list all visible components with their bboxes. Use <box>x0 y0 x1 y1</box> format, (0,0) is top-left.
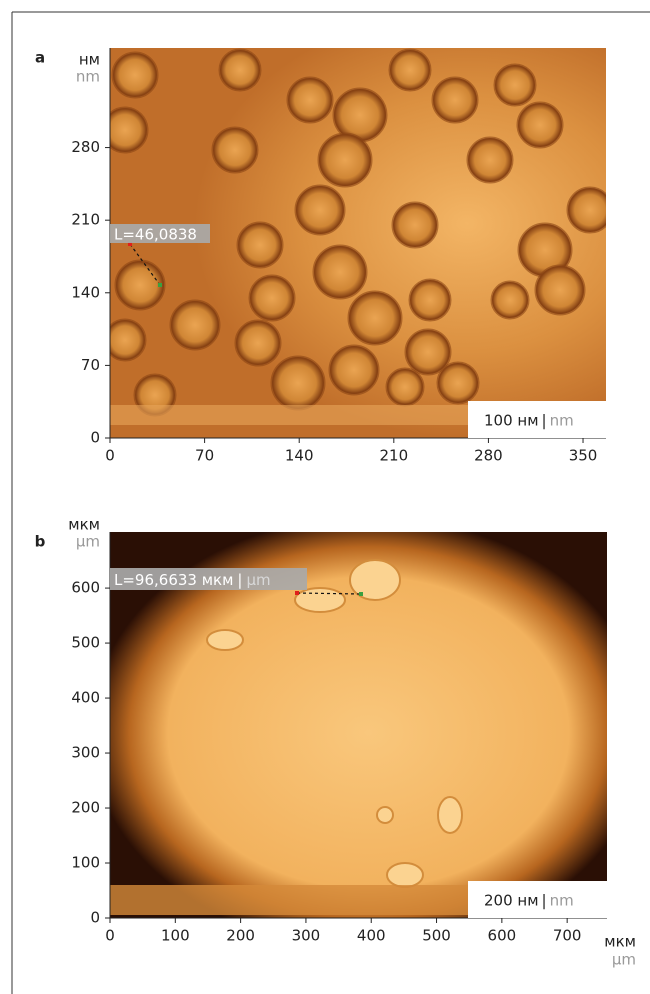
particle <box>169 299 221 351</box>
measure-label: L=96,6633 мкм | µm <box>114 571 271 589</box>
measure-label-box <box>110 568 307 590</box>
particle <box>317 132 373 188</box>
panel-label: a <box>35 49 45 67</box>
scale-bar-part: 100 нм <box>484 411 539 429</box>
particle <box>388 48 432 92</box>
x-tick-label: 140 <box>285 447 314 465</box>
particle <box>404 328 452 376</box>
y-tick-label: 300 <box>71 744 100 762</box>
particle <box>431 76 479 124</box>
y-tick-label: 0 <box>90 429 100 447</box>
measure-start <box>128 242 132 246</box>
feature <box>206 629 244 651</box>
scale-bar-label: 200 нм | nm <box>484 891 574 909</box>
x-tick-label: 100 <box>161 927 190 945</box>
measure-part: L=96,6633 мкм <box>114 571 233 589</box>
x-tick-label: 70 <box>195 447 214 465</box>
panel-label: b <box>35 533 46 551</box>
particle <box>490 280 530 320</box>
x-tick-label: 350 <box>569 447 598 465</box>
y-tick-label: 210 <box>71 211 100 229</box>
particle <box>347 290 403 346</box>
image-background <box>110 532 607 918</box>
measure-label: L=46,0838 <box>114 225 197 243</box>
particle <box>516 101 564 149</box>
measure-start <box>295 591 299 595</box>
y-unit-en: nm <box>76 68 100 86</box>
particle <box>534 264 586 316</box>
measure-part: | <box>237 571 242 589</box>
particle <box>286 76 334 124</box>
scale-bar-part: nm <box>550 891 574 909</box>
particle <box>312 244 368 300</box>
x-tick-label: 700 <box>553 927 582 945</box>
y-tick-label: 200 <box>71 799 100 817</box>
feature <box>376 806 394 824</box>
measure-end <box>359 592 363 596</box>
particle <box>211 126 259 174</box>
x-tick-label: 500 <box>422 927 451 945</box>
y-tick-label: 280 <box>71 138 100 156</box>
particle <box>385 367 425 407</box>
measure-end <box>158 283 162 287</box>
y-tick-label: 0 <box>90 909 100 927</box>
x-tick-label: 400 <box>357 927 386 945</box>
x-unit: мкм <box>604 933 636 951</box>
y-tick-label: 600 <box>71 579 100 597</box>
particle <box>391 201 439 249</box>
y-tick-label: 100 <box>71 854 100 872</box>
feature <box>294 587 346 613</box>
scale-bar-part: | <box>542 891 547 909</box>
particle <box>236 221 284 269</box>
x-tick-label: 600 <box>488 927 517 945</box>
feature <box>386 862 424 888</box>
particle <box>294 184 346 236</box>
scale-bar-part: nm <box>550 411 574 429</box>
particle <box>234 319 282 367</box>
x-tick-label: 300 <box>292 927 321 945</box>
particle <box>270 355 326 411</box>
scale-bar-label: 100 нм | nm <box>484 411 574 429</box>
y-unit-en: µm <box>76 533 100 551</box>
particle <box>493 63 537 107</box>
particle <box>436 361 480 405</box>
measure-line <box>296 592 362 595</box>
measure-part: L=46,0838 <box>114 225 197 243</box>
y-tick-label: 70 <box>81 356 100 374</box>
measure-line <box>129 243 161 286</box>
y-tick-label: 500 <box>71 634 100 652</box>
y-tick-label: 400 <box>71 689 100 707</box>
x-tick-label: 200 <box>226 927 255 945</box>
x-tick-label: 0 <box>105 447 115 465</box>
particle <box>110 318 147 362</box>
x-tick-label: 0 <box>105 927 115 945</box>
x-unit-en: µm <box>612 951 636 969</box>
y-unit: мкм <box>68 516 100 534</box>
y-unit: нм <box>79 51 100 69</box>
scale-bar-part: 200 нм <box>484 891 539 909</box>
measure-part: µm <box>246 571 270 589</box>
particle <box>111 51 159 99</box>
scale-bar-part: | <box>542 411 547 429</box>
x-tick-label: 210 <box>379 447 408 465</box>
particle <box>566 186 606 234</box>
particle <box>110 106 149 154</box>
particle <box>408 278 452 322</box>
feature <box>437 796 463 834</box>
particle <box>218 48 262 92</box>
particle <box>328 344 380 396</box>
measure-label-box <box>110 224 210 243</box>
particle <box>466 136 514 184</box>
scale-bar-box <box>468 401 606 438</box>
particle <box>248 274 296 322</box>
particle <box>114 259 166 311</box>
feature <box>349 559 401 601</box>
scale-bar-box <box>468 881 607 918</box>
y-tick-label: 140 <box>71 283 100 301</box>
x-tick-label: 280 <box>474 447 503 465</box>
